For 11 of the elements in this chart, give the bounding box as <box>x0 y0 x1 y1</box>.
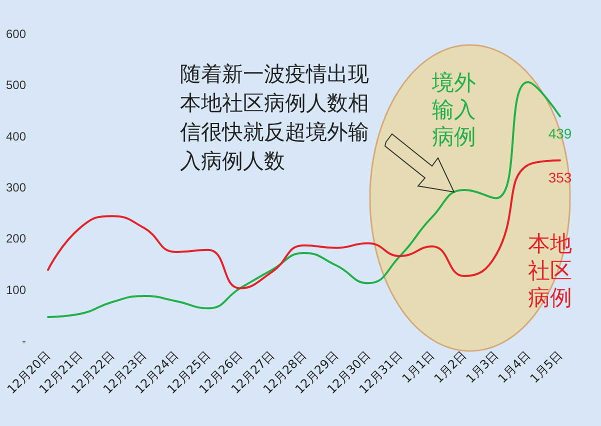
y-tick-label: 400 <box>6 129 26 144</box>
y-tick-label: 300 <box>6 180 26 194</box>
data-label: 439 <box>548 125 572 142</box>
y-tick-label: 500 <box>6 78 26 92</box>
y-tick-label: - <box>22 334 26 348</box>
annotation: 随着新一波疫情出现本地社区病例人数相信很快就反超境外输入病例人数 <box>180 61 370 175</box>
series-label: 境外输入病例 <box>432 70 477 151</box>
y-tick-label: 600 <box>6 27 26 41</box>
y-tick-label: 200 <box>6 232 26 246</box>
y-tick-label: 100 <box>6 282 26 297</box>
data-label: 353 <box>548 169 572 186</box>
